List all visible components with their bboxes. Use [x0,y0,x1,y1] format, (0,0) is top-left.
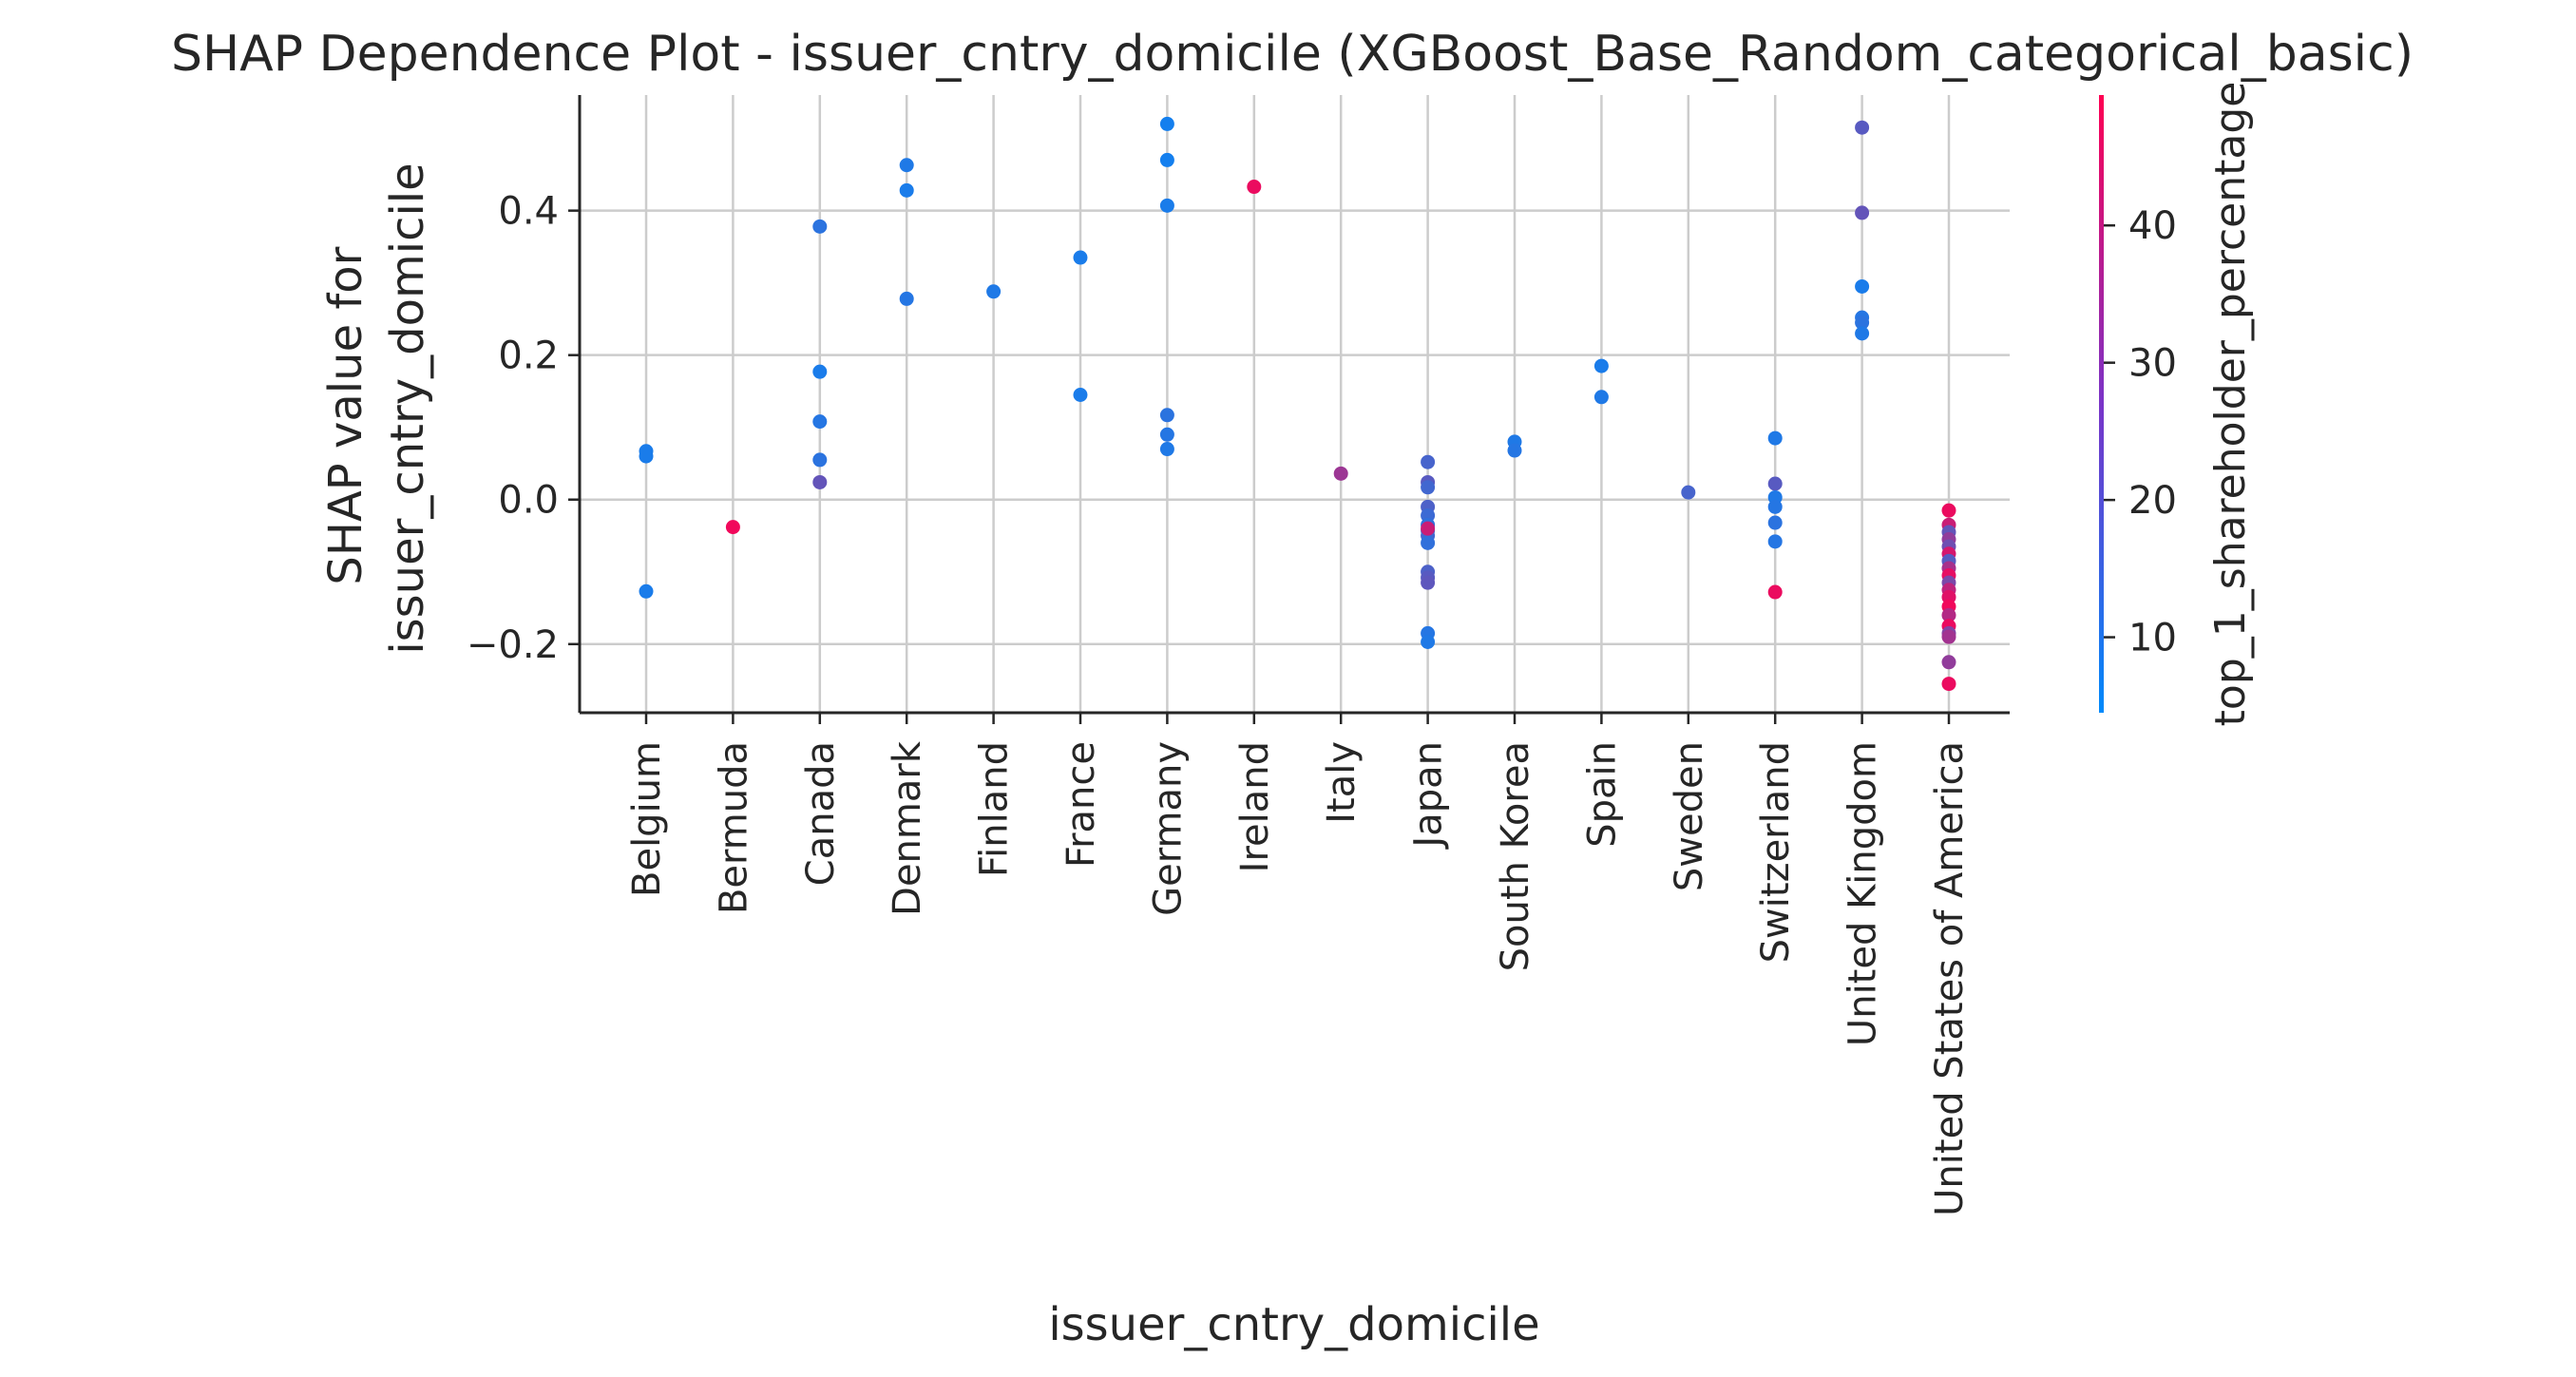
colorbar-tick-label: 10 [2128,617,2177,660]
data-point [899,158,914,173]
data-point [1073,250,1088,265]
x-tick-label: Spain [1580,741,1624,848]
data-points [639,116,1956,692]
data-point [1159,198,1174,213]
x-tick-label: Italy [1320,741,1364,824]
data-point [1421,634,1436,649]
data-point [1941,629,1956,644]
data-point [1421,454,1436,469]
y-axis-label: SHAP value for issuer_cntry_domicile [319,163,434,654]
colorbar-tick-label: 30 [2128,342,2177,386]
x-tick-label: Belgium [625,741,669,897]
data-point [1855,205,1870,220]
x-tick-label: Japan [1407,741,1451,851]
axes-spines [578,95,2010,715]
data-point [1507,443,1522,458]
y-axis-ticks: −0.2 0.0 0.2 0.4 [467,190,580,667]
data-point [1767,476,1783,491]
data-point [1333,466,1348,481]
data-point [1855,326,1870,341]
colorbar-tick-label: 40 [2128,204,2177,248]
data-point [1421,521,1436,536]
chart-title: SHAP Dependence Plot - issuer_cntry_domi… [171,26,2414,83]
data-point [986,284,1002,299]
colorbar-label: top_1_shareholder_percentage [2206,82,2255,727]
data-point [1767,515,1783,530]
data-point [899,182,914,198]
data-point [1767,534,1783,549]
colorbar-tick-label: 20 [2128,479,2177,523]
data-point [1247,180,1262,195]
data-point [1941,655,1956,670]
data-point [1941,607,1956,622]
data-point [639,583,654,599]
y-axis-label-line-2: issuer_cntry_domicile [381,163,434,654]
data-point [1421,480,1436,495]
data-point [1593,390,1609,405]
x-tick-label: United States of America [1928,741,1972,1216]
data-point [1855,120,1870,135]
x-tick-label: South Korea [1494,741,1537,971]
x-tick-label: Denmark [886,740,929,916]
data-point [812,364,828,379]
data-point [899,291,914,306]
data-point [1073,387,1088,402]
data-point [1681,485,1696,500]
y-tick-label: 0.2 [498,335,559,378]
x-tick-label: Switzerland [1754,741,1798,963]
x-tick-label: Bermuda [712,741,755,914]
data-point [1767,584,1783,600]
data-point [639,449,654,464]
y-tick-label: 0.0 [498,479,559,523]
data-point [1421,535,1436,550]
data-point [1159,152,1174,167]
y-tick-label: 0.4 [498,190,559,234]
data-point [725,520,740,535]
data-point [1855,315,1870,330]
data-point [1593,358,1609,373]
data-point [1941,677,1956,692]
x-tick-label: Ireland [1233,741,1277,872]
x-tick-label: Germany [1146,741,1190,916]
data-point [812,219,828,234]
x-tick-label: Sweden [1668,741,1711,891]
data-point [812,414,828,430]
y-axis-label-line-1: SHAP value for [319,246,372,584]
colorbar-ticks: 10 20 30 40 [2104,204,2177,660]
x-axis-ticks: Belgium Bermuda Canada Denmark Finland France… [625,713,1972,1216]
x-tick-label: France [1059,741,1103,868]
data-point [1767,499,1783,514]
data-point [1159,427,1174,442]
data-point [1941,503,1956,518]
x-axis-label: issuer_cntry_domicile [1048,1298,1539,1351]
data-point [1767,430,1783,446]
x-tick-label: Canada [799,741,843,886]
x-tick-label: United Kingdom [1841,741,1885,1046]
y-tick-label: −0.2 [467,623,559,667]
data-point [1855,278,1870,294]
data-point [812,474,828,489]
x-tick-label: Finland [973,741,1017,877]
data-point [812,452,828,468]
data-point [1159,408,1174,423]
data-point [1421,575,1436,590]
colorbar [2099,95,2104,713]
grid-lines [580,95,2010,713]
data-point [1159,442,1174,457]
data-point [1159,116,1174,131]
